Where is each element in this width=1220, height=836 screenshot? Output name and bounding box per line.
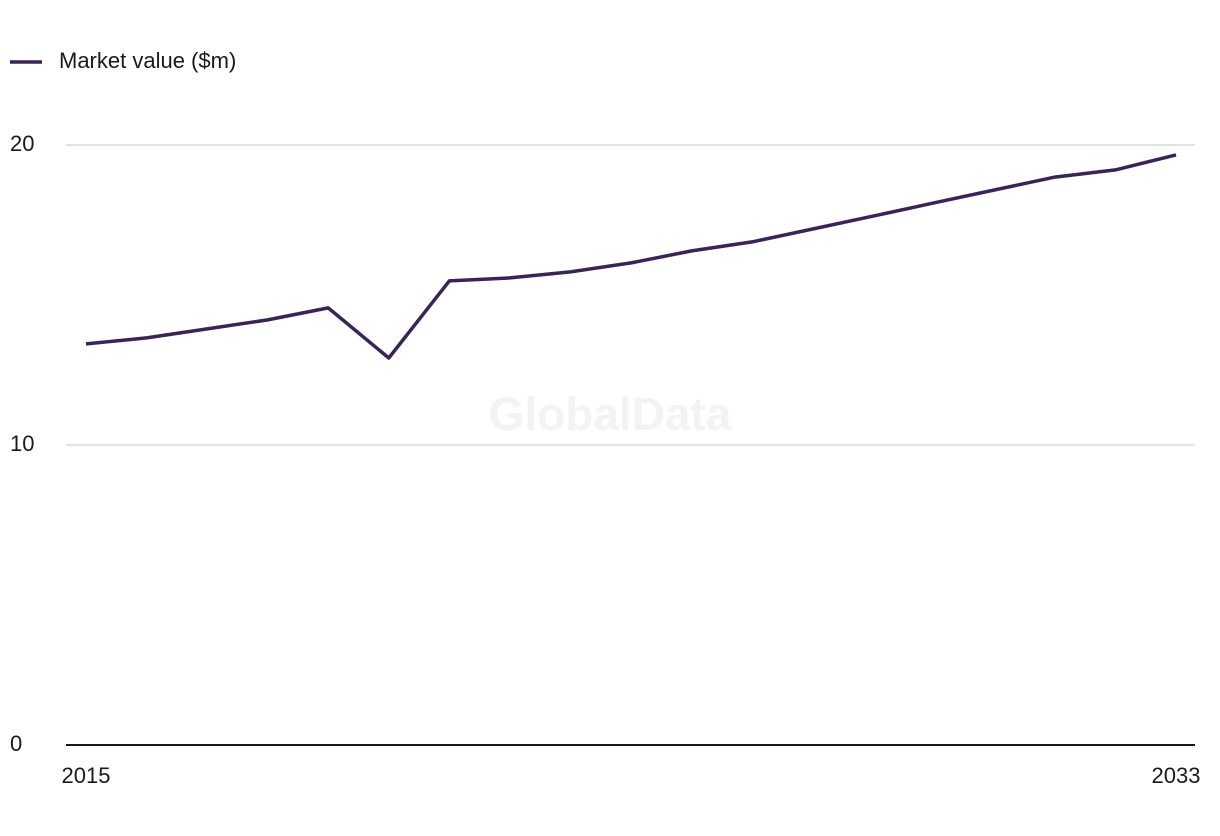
legend-label: Market value ($m): [59, 48, 236, 73]
x-tick-label: 2033: [1152, 763, 1201, 788]
series-line: [85, 153, 1177, 360]
y-tick-label: 20: [10, 131, 34, 156]
watermark: GlobalData: [489, 388, 732, 440]
y-tick-label: 10: [10, 431, 34, 456]
y-tick-label: 0: [10, 731, 22, 756]
x-tick-label: 2015: [62, 763, 111, 788]
